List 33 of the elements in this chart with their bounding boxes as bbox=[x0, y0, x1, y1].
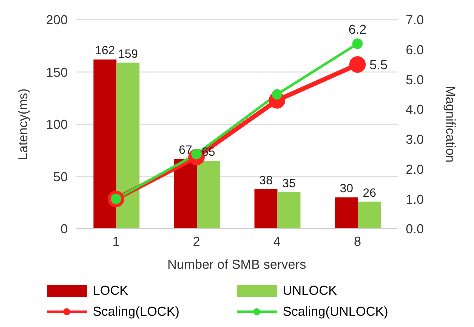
data-label: 5.5 bbox=[370, 57, 388, 72]
data-label: 35 bbox=[282, 176, 296, 190]
y2-tick-label: 5.0 bbox=[406, 72, 424, 88]
y-tick-label: 50 bbox=[54, 169, 68, 184]
y2-tick-label: 4.0 bbox=[406, 102, 424, 118]
y-tick-label: 150 bbox=[46, 64, 68, 80]
legend-label: LOCK bbox=[93, 283, 128, 298]
y2-tick-label: 7.0 bbox=[406, 12, 424, 28]
x-tick-label: 8 bbox=[354, 234, 362, 250]
x-tick-label: 2 bbox=[193, 234, 200, 250]
y2-tick-label: 0.0 bbox=[406, 222, 424, 237]
data-label: 67 bbox=[179, 142, 193, 157]
y2-tick-label: 1.0 bbox=[406, 192, 424, 207]
legend-label: Scaling(UNLOCK) bbox=[283, 304, 388, 319]
x-tick-label: 4 bbox=[274, 234, 281, 250]
data-label: 30 bbox=[340, 182, 354, 196]
legend-label: Scaling(LOCK) bbox=[93, 304, 180, 319]
data-label: 26 bbox=[363, 186, 377, 200]
y-tick-label: 100 bbox=[46, 117, 68, 132]
y-tick-label: 0 bbox=[60, 222, 68, 237]
y-axis-title: Latency(ms) bbox=[16, 88, 31, 160]
legend-label: UNLOCK bbox=[283, 283, 338, 298]
y2-axis-title: Magnification bbox=[443, 86, 458, 163]
y-tick-label: 200 bbox=[46, 12, 68, 28]
data-label: 38 bbox=[260, 173, 274, 188]
data-label: 159 bbox=[118, 46, 139, 61]
y2-tick-label: 6.0 bbox=[406, 42, 424, 58]
x-tick-label: 1 bbox=[112, 234, 120, 250]
y2-tick-label: 3.0 bbox=[406, 132, 424, 148]
data-label: 162 bbox=[95, 44, 116, 58]
y2-tick-label: 2.0 bbox=[406, 162, 424, 177]
data-label: 6.2 bbox=[348, 22, 367, 37]
x-axis-title: Number of SMB servers bbox=[168, 257, 307, 272]
